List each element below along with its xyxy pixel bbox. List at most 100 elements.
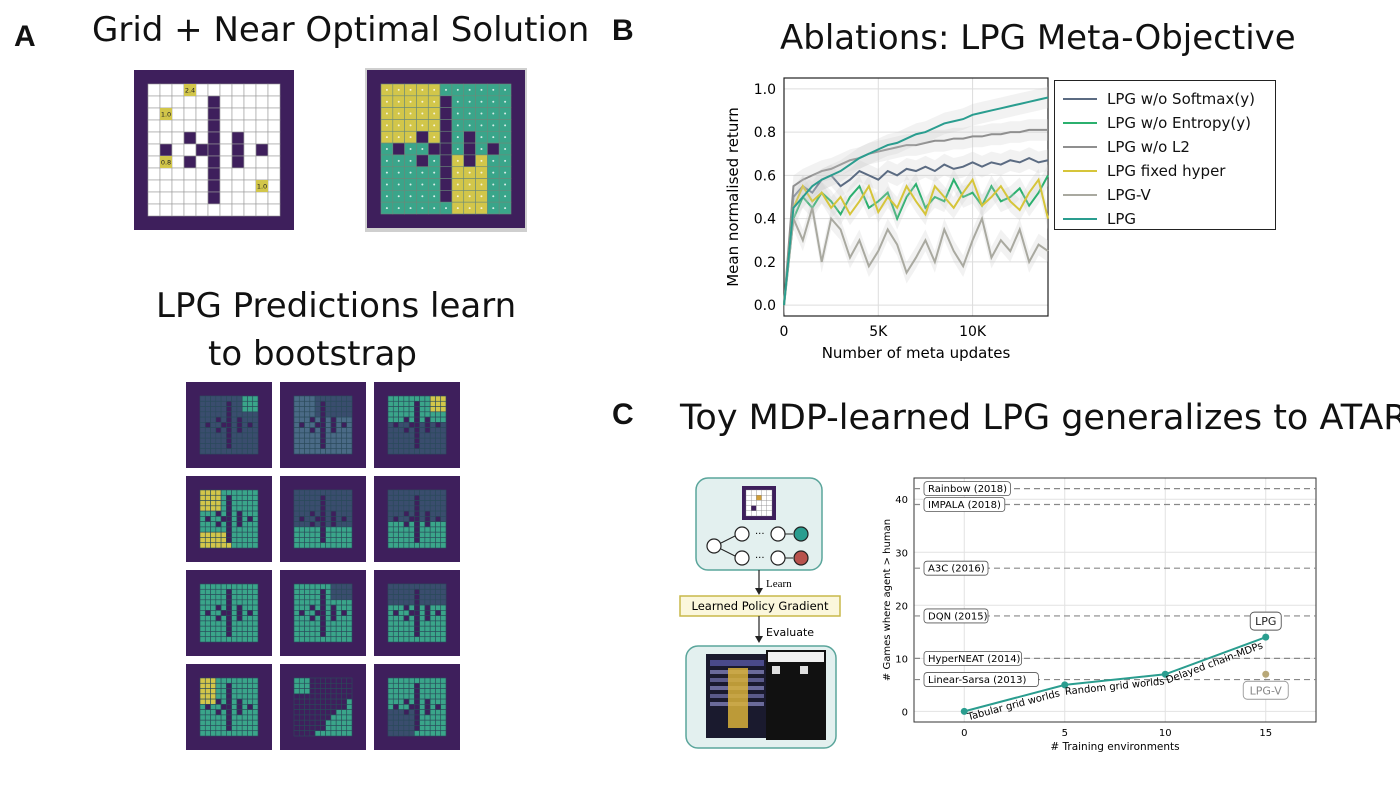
y-tick-label: 0.2 [754,255,776,271]
lpg-series-line [963,636,1267,713]
atari-games-chart: 0 5 10 15 0 10 20 30 40 Rainbow (2018) IMPALA (201… [882,477,1317,753]
prediction-map [280,476,366,562]
segment-label: Tabular grid worlds [966,688,1062,723]
x-tick-label: 15 [1259,728,1272,739]
x-tick-label: 0 [961,728,967,739]
x-tick-label: 5 [1062,728,1068,739]
x-tick-label: 10 [1159,728,1172,739]
goal-reward-label: 1.0 [257,183,267,191]
panel-c-letter: C [612,398,634,431]
evaluate-label: Evaluate [766,626,814,639]
lpg-pipeline-diagram: ··· ··· Learn Learned Policy Gradient Ev… [679,477,841,749]
prediction-map [280,382,366,468]
atari-screen-2 [766,650,826,740]
legend-label: LPG w/o L2 [1107,138,1190,156]
prediction-map [374,570,460,656]
y-tick-label: 20 [895,601,908,612]
lpg-point [960,707,968,715]
legend-entry: LPG w/o Entropy(y) [1063,113,1251,133]
y-tick-label: 0.6 [754,168,776,184]
output-node-red [793,550,809,566]
output-node-teal [793,526,809,542]
legend-swatch [1063,218,1097,220]
legend-entry: LPG w/o L2 [1063,137,1190,157]
x-tick-label: 0 [780,324,789,340]
point-label: LPG-V [1250,684,1283,697]
baseline-label: Linear-Sarsa (2013) [928,675,1027,686]
goal-reward-label: 2.4 [185,87,195,95]
series-line [783,174,1049,306]
legend-label: LPG w/o Softmax(y) [1107,90,1255,108]
baseline-label: DQN (2015) [928,611,988,622]
y-tick-label: 0.4 [754,212,776,228]
input-node [706,538,722,554]
x-axis-label: Number of meta updates [822,344,1011,362]
series-line [783,207,1049,306]
x-tick-label: 5K [869,324,888,340]
series-line [783,177,1049,306]
prediction-map [374,664,460,750]
panel-b-title: Ablations: LPG Meta-Objective [780,18,1296,58]
prediction-map [280,664,366,750]
legend-entry: LPG [1063,209,1136,229]
y-tick-label: 0.8 [754,125,776,141]
y-tick-label: 10 [895,654,908,665]
node-dots-bottom: ··· [755,553,765,564]
learn-label: Learn [766,578,792,590]
prediction-map [186,382,272,468]
prediction-map [186,570,272,656]
y-tick-label: 0 [902,707,908,718]
goal-reward-label: 1.0 [161,111,171,119]
panel-c-title: Toy MDP-learned LPG generalizes to ATARI [680,398,1400,438]
goal-cell [184,84,196,96]
prediction-map [374,476,460,562]
legend-label: LPG [1107,210,1137,228]
goal-cell [160,108,172,120]
learned-policy-gradient-label: Learned Policy Gradient [692,599,829,613]
legend-label: LPG fixed hyper [1107,162,1226,180]
predictions-title-line2: to bootstrap [208,334,417,374]
y-tick-label: 30 [895,548,908,559]
legend-swatch [1063,194,1097,196]
lpg-point [1262,633,1270,641]
prediction-map [374,382,460,468]
series-line [783,96,1049,306]
legend-entry: LPG w/o Softmax(y) [1063,89,1255,109]
y-tick-label: 40 [895,495,908,506]
prediction-map [186,476,272,562]
prediction-map [186,664,272,750]
y-axis-label: Mean normalised return [724,107,742,287]
panel-a-title: Grid + Near Optimal Solution [92,10,590,50]
baseline-label: HyperNEAT (2014) [928,654,1021,665]
prediction-map [280,570,366,656]
node-dots-top: ··· [755,529,765,540]
grid-world-map: 2.4 1.0 0.8 1.0 [134,70,294,230]
lpg-v-point [1262,670,1270,678]
legend-swatch [1063,98,1097,100]
x-axis-label: # Training environments [1050,741,1179,753]
panel-a-letter: A [14,20,36,53]
lpg-predictions-grid [186,382,460,750]
near-optimal-solution-map [365,68,527,232]
legend-swatch [1063,146,1097,148]
legend-swatch [1063,122,1097,124]
ablations-chart: 0 5K 10K 0.0 0.2 0.4 0.6 0.8 1.0 Number of meta u… [724,77,1049,362]
legend-swatch [1063,170,1097,172]
legend-entry: LPG fixed hyper [1063,161,1225,181]
legend-label: LPG-V [1107,186,1151,204]
lpg-point [1161,670,1169,678]
predictions-title-line1: LPG Predictions learn [156,286,517,326]
y-tick-label: 1.0 [754,82,776,98]
lpg-point [1061,681,1069,689]
point-label: LPG [1255,615,1276,628]
x-tick-label: 10K [959,324,987,340]
y-axis-label: # Games where agent > human [882,519,893,681]
y-tick-label: 0.0 [754,298,776,314]
legend-entry: LPG-V [1063,185,1151,205]
legend-label: LPG w/o Entropy(y) [1107,114,1251,132]
series-line [783,128,1048,306]
baseline-label: Rainbow (2018) [928,484,1007,495]
panel-b-letter: B [612,14,634,47]
goal-cell [160,156,172,168]
goal-reward-label: 0.8 [161,159,171,167]
